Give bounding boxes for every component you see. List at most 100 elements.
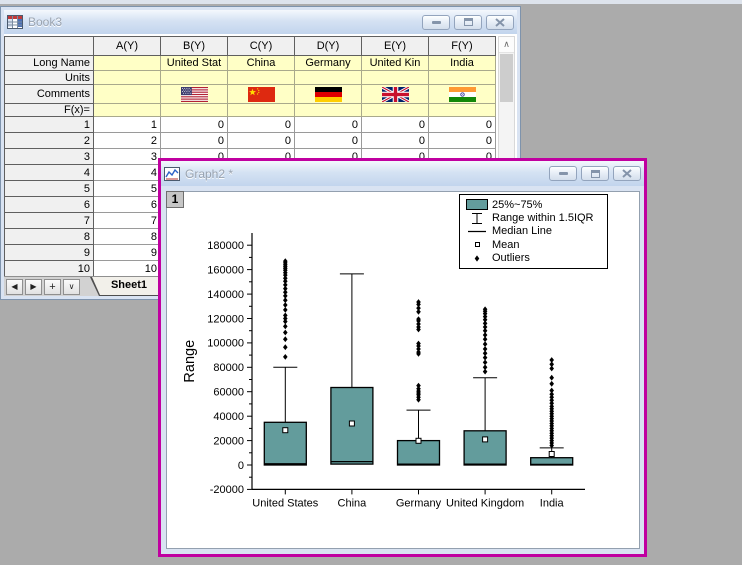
row-number[interactable]: 9 (4, 244, 94, 261)
data-cell[interactable]: 0 (294, 132, 362, 149)
header-cell[interactable] (93, 103, 161, 117)
data-cell[interactable]: 7 (93, 212, 161, 229)
sheet-nav-left-button[interactable]: ◀ (6, 279, 23, 295)
add-sheet-button[interactable]: + (44, 279, 61, 295)
data-cell[interactable]: 0 (160, 116, 228, 133)
scroll-up-button[interactable]: ∧ (499, 37, 514, 53)
minimize-button[interactable] (422, 14, 450, 30)
header-cell[interactable] (294, 70, 362, 85)
header-cell[interactable] (361, 103, 429, 117)
header-cell[interactable]: United Stat (160, 55, 228, 71)
minimize-button[interactable] (549, 166, 577, 181)
row-number[interactable]: 2 (4, 132, 94, 149)
data-cell[interactable]: 0 (361, 116, 429, 133)
header-cell[interactable] (428, 70, 496, 85)
data-cell[interactable]: 0 (428, 132, 496, 149)
column-header[interactable]: E(Y) (361, 36, 429, 56)
data-cell[interactable]: 2 (93, 132, 161, 149)
legend-whisker-icon (462, 212, 492, 225)
sheet-tab[interactable]: Sheet1 (90, 277, 168, 296)
sheet-nav-right-button[interactable]: ▶ (25, 279, 42, 295)
header-cell[interactable] (227, 70, 295, 85)
row-number[interactable]: 1 (4, 116, 94, 133)
row-number[interactable]: 10 (4, 260, 94, 277)
flag-uk-icon[interactable] (361, 84, 429, 104)
header-cell[interactable] (227, 103, 295, 117)
close-button[interactable] (613, 166, 641, 181)
graph2-window[interactable]: Graph2 * -20000 0 20000 40000 60000 80000 1000… (158, 158, 647, 557)
row-label[interactable]: F(x)= (4, 103, 94, 117)
boxplot-canvas: -20000 0 20000 40000 60000 80000 100000 120000 1… (167, 192, 639, 548)
header-cell[interactable] (294, 103, 362, 117)
row-label[interactable]: Units (4, 70, 94, 85)
restore-button[interactable] (454, 14, 482, 30)
svg-text:India: India (540, 497, 565, 509)
data-cell[interactable]: 4 (93, 164, 161, 181)
header-cell[interactable] (160, 70, 228, 85)
book3-window[interactable]: Book3 A(Y) B(Y) C(Y) D(Y) E(Y) F(Y) Long Name U… (0, 6, 521, 300)
flag-us-icon[interactable] (160, 84, 228, 104)
data-cell[interactable]: 9 (93, 244, 161, 261)
scroll-thumb[interactable] (500, 54, 513, 102)
row-number[interactable]: 4 (4, 164, 94, 181)
graph-page: -20000 0 20000 40000 60000 80000 100000 120000 1… (166, 191, 640, 549)
data-cell[interactable]: 6 (93, 196, 161, 213)
data-cell[interactable]: 0 (227, 132, 295, 149)
graph-legend[interactable]: 25%~75% Range within 1.5IQR Median Line Mea… (459, 194, 608, 269)
header-cell[interactable]: United Kin (361, 55, 429, 71)
graph2-titlebar[interactable]: Graph2 * (161, 161, 644, 186)
restore-button[interactable] (581, 166, 609, 181)
data-cell[interactable]: 0 (160, 132, 228, 149)
row-number[interactable]: 7 (4, 212, 94, 229)
layer-1-button[interactable]: 1 (166, 191, 184, 208)
row-number[interactable]: 8 (4, 228, 94, 245)
header-cell[interactable]: Germany (294, 55, 362, 71)
header-cell[interactable] (93, 55, 161, 71)
column-header[interactable]: C(Y) (227, 36, 295, 56)
header-cell[interactable]: China (227, 55, 295, 71)
data-cell[interactable]: 0 (227, 116, 295, 133)
header-cell[interactable] (428, 103, 496, 117)
header-cell[interactable]: India (428, 55, 496, 71)
data-cell[interactable]: 1 (93, 116, 161, 133)
close-button[interactable] (486, 14, 514, 30)
data-cell[interactable]: 5 (93, 180, 161, 197)
svg-text:100000: 100000 (207, 338, 244, 350)
flag-india-icon[interactable] (428, 84, 496, 104)
legend-item: Mean (462, 238, 605, 251)
row-number[interactable]: 6 (4, 196, 94, 213)
data-cell[interactable]: 3 (93, 148, 161, 165)
svg-text:United Kingdom: United Kingdom (446, 497, 524, 509)
graph-icon (164, 166, 180, 182)
svg-text:20000: 20000 (213, 435, 244, 447)
comment-cell[interactable] (93, 84, 161, 104)
data-cell[interactable]: 8 (93, 228, 161, 245)
sheet-list-button[interactable]: ∨ (63, 279, 80, 295)
flag-china-icon[interactable] (227, 84, 295, 104)
data-cell[interactable]: 0 (428, 116, 496, 133)
minimize-icon (558, 172, 568, 175)
data-cell[interactable]: 0 (294, 116, 362, 133)
column-header[interactable]: F(Y) (428, 36, 496, 56)
row-label[interactable]: Comments (4, 84, 94, 104)
legend-label: Mean (492, 238, 520, 251)
column-header[interactable]: B(Y) (160, 36, 228, 56)
flag-germany-icon[interactable] (294, 84, 362, 104)
legend-item: Median Line (462, 225, 605, 238)
column-header[interactable]: D(Y) (294, 36, 362, 56)
row-number[interactable]: 5 (4, 180, 94, 197)
book3-titlebar[interactable]: Book3 (4, 10, 517, 34)
minimize-icon (431, 20, 441, 24)
column-header[interactable]: A(Y) (93, 36, 161, 56)
header-cell[interactable] (361, 70, 429, 85)
header-cell[interactable] (160, 103, 228, 117)
row-label[interactable]: Long Name (4, 55, 94, 71)
data-cell[interactable]: 10 (93, 260, 161, 277)
data-cell[interactable]: 0 (361, 132, 429, 149)
restore-icon (590, 169, 600, 178)
corner-cell[interactable] (4, 36, 94, 56)
legend-label: 25%~75% (492, 198, 543, 211)
row-number[interactable]: 3 (4, 148, 94, 165)
worksheet-area: A(Y) B(Y) C(Y) D(Y) E(Y) F(Y) Long Name United … (4, 34, 517, 296)
header-cell[interactable] (93, 70, 161, 85)
